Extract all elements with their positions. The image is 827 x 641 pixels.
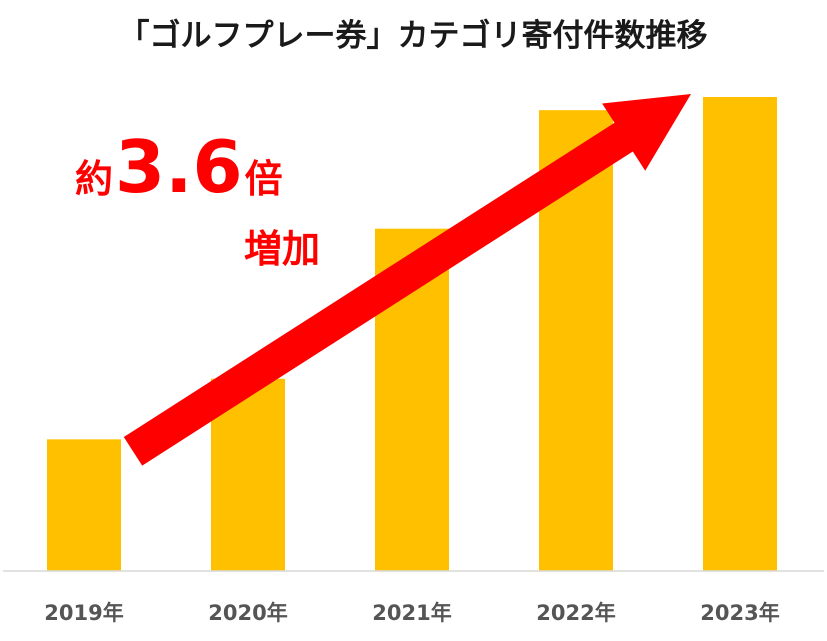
growth-prefix: 約 <box>75 157 113 201</box>
x-tick-label: 2021年 <box>372 601 451 625</box>
chart-title: 「ゴルフプレー券」カテゴリ寄付件数推移 <box>119 18 708 54</box>
x-tick-label: 2023年 <box>700 601 779 625</box>
growth-arrow <box>123 94 692 466</box>
growth-suffix: 倍 <box>245 157 283 201</box>
x-tick-label: 2022年 <box>536 601 615 625</box>
bar-2019年 <box>47 439 121 571</box>
x-tick-labels: 2019年 2020年 2021年 2022年 2023年 <box>44 601 779 625</box>
bar-2023年 <box>703 97 777 571</box>
x-tick-label: 2019年 <box>44 601 123 625</box>
growth-increase-label: 増加 <box>244 227 320 271</box>
growth-multiplier: 3.6 <box>115 125 243 209</box>
x-tick-label: 2020年 <box>208 601 287 625</box>
growth-annotation: 約3.6倍 <box>75 125 283 209</box>
